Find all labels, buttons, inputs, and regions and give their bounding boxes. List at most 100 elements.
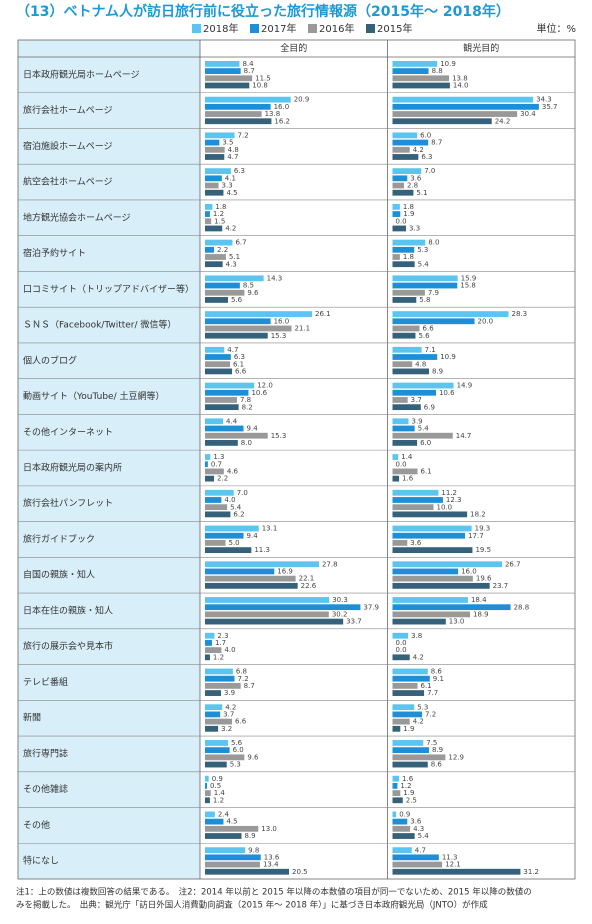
value-label: 0.7 <box>211 460 222 468</box>
bar <box>392 425 415 432</box>
bar <box>205 582 298 589</box>
bar <box>205 854 261 861</box>
bar <box>205 668 233 675</box>
bar <box>392 704 415 711</box>
value-label: 8.8 <box>432 67 443 75</box>
bar <box>205 289 245 296</box>
value-label: 12.1 <box>445 861 461 869</box>
bar <box>205 382 255 389</box>
legend-label: 2015年 <box>377 22 412 35</box>
value-label: 3.7 <box>223 711 234 719</box>
row-label: 新聞 <box>23 712 41 724</box>
legend-swatch <box>250 24 259 33</box>
row-label: 動画サイト（YouTube/ 土豆網等） <box>23 390 165 402</box>
bar <box>392 561 502 568</box>
value-label: 4.7 <box>227 346 238 354</box>
value-label: 4.3 <box>226 260 237 268</box>
value-label: 4.5 <box>226 189 237 197</box>
bar <box>205 647 222 654</box>
bar <box>205 754 245 761</box>
value-label: 8.6 <box>431 761 443 769</box>
value-label: 4.2 <box>225 703 236 711</box>
bar <box>205 239 233 246</box>
legend-swatch <box>308 24 317 33</box>
value-label: 2.5 <box>406 796 417 804</box>
value-label: 26.1 <box>315 310 331 318</box>
bar <box>205 704 223 711</box>
bar <box>392 747 429 754</box>
value-label: 4.2 <box>413 653 424 661</box>
column-header: 全目的 <box>280 42 307 54</box>
bar <box>392 454 399 460</box>
row-label: その他雑誌 <box>23 783 68 795</box>
bar <box>205 833 242 839</box>
bar <box>205 389 249 396</box>
bar <box>392 111 518 117</box>
bar <box>392 690 425 696</box>
bar <box>392 139 429 146</box>
row-label: 自国の親族・知人 <box>23 569 95 581</box>
value-label: 1.8 <box>403 253 414 261</box>
value-label: 10.9 <box>440 353 456 361</box>
bar <box>205 425 244 432</box>
row-label: 地方観光協会ホームページ <box>23 211 131 223</box>
value-label: 19.6 <box>476 575 492 583</box>
value-label: 6.2 <box>233 510 244 518</box>
bar <box>205 640 212 646</box>
value-label: 3.9 <box>224 689 235 697</box>
value-label: 13.8 <box>265 110 281 118</box>
bar <box>392 318 475 325</box>
bar <box>205 111 262 117</box>
value-label: 4.2 <box>413 146 424 154</box>
bar <box>392 754 446 761</box>
value-label: 3.7 <box>411 396 422 404</box>
value-label: 1.4 <box>401 453 413 461</box>
note: みを掲載した。 出典：観光庁「訪日外国人消費動向調査（2015 年～ 2018 … <box>16 900 488 911</box>
value-label: 4.2 <box>225 225 236 233</box>
bar <box>392 61 438 67</box>
bar <box>392 182 404 189</box>
bar <box>392 475 400 482</box>
bar <box>205 103 271 110</box>
value-label: 14.7 <box>456 432 472 440</box>
value-label: 1.3 <box>213 453 224 461</box>
chart-title: （13）ベトナム人が訪日旅行前に役立った旅行情報源（2015年～ 2018年） <box>16 3 510 20</box>
table-frame <box>17 39 576 880</box>
value-label: 9.8 <box>248 846 259 854</box>
value-label: 30.4 <box>520 110 536 118</box>
bar <box>205 261 223 268</box>
value-label: 4.2 <box>413 718 424 726</box>
bar <box>205 139 220 146</box>
value-label: 19.5 <box>475 546 491 554</box>
value-label: 5.3 <box>417 703 428 711</box>
value-label: 3.6 <box>410 818 422 826</box>
bar <box>392 782 398 789</box>
bar <box>205 718 233 725</box>
value-label: 5.6 <box>231 739 243 747</box>
value-label: 1.2 <box>400 782 411 790</box>
value-label: 15.8 <box>460 282 476 290</box>
value-label: 6.0 <box>420 131 431 139</box>
value-label: 0.9 <box>212 775 223 783</box>
value-label: 3.9 <box>411 417 422 425</box>
bar <box>392 297 417 303</box>
bar <box>392 168 422 175</box>
value-label: 7.2 <box>238 131 249 139</box>
value-label: 1.6 <box>402 475 414 483</box>
value-label: 11.3 <box>442 853 458 861</box>
value-label: 27.8 <box>322 560 338 568</box>
bar <box>205 825 259 832</box>
value-label: 3.6 <box>410 174 422 182</box>
value-label: 3.2 <box>221 725 232 733</box>
bar <box>392 547 473 554</box>
bar <box>392 325 420 332</box>
bar <box>392 282 458 289</box>
value-label: 18.2 <box>470 510 486 518</box>
value-label: 0.0 <box>396 217 407 225</box>
bar <box>392 775 400 782</box>
value-label: 15.3 <box>271 332 287 340</box>
value-label: 1.2 <box>213 210 224 218</box>
bar <box>205 611 329 618</box>
bar <box>392 811 397 818</box>
bar <box>205 847 246 854</box>
